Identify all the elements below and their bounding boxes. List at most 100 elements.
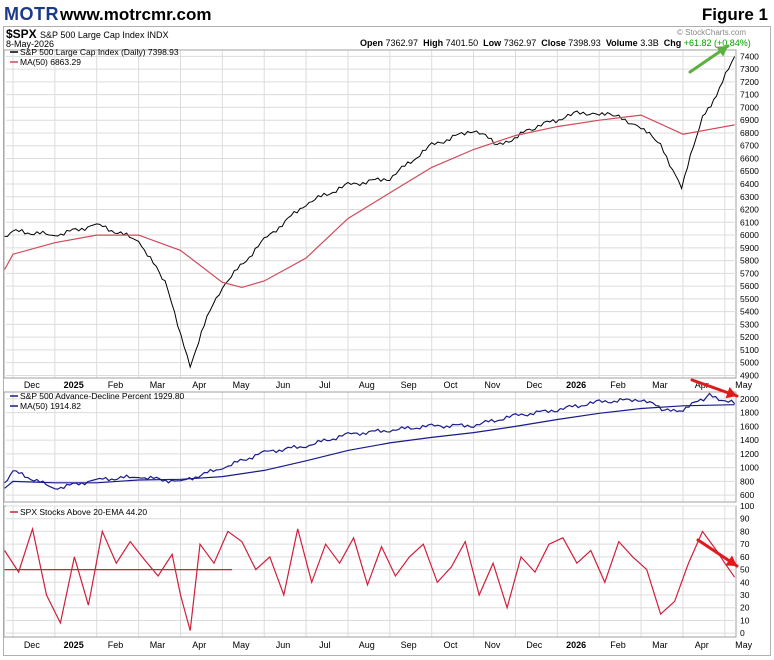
high-value: 7401.50 (445, 38, 479, 48)
red-down-arrow-ad-head (725, 386, 737, 399)
ad-ma-legend: MA(50) 1914.82 (20, 401, 81, 411)
x-tick-label: Feb (108, 380, 124, 390)
x-tick-label: Apr (695, 640, 709, 650)
y-tick-label: 6200 (740, 205, 759, 215)
symbol-name: S&P 500 Large Cap Index INDX (40, 30, 169, 40)
panel-border (3, 49, 737, 379)
y-tick-label: 1800 (740, 408, 759, 418)
y-tick-label: 90 (740, 514, 750, 524)
series-line (4, 114, 735, 289)
y-tick-label: 6300 (740, 192, 759, 202)
red-down-arrow-ema-head (725, 555, 737, 566)
x-tick-label: Apr (192, 380, 206, 390)
price-legend: S&P 500 Large Cap Index (Daily) 7398.93 (20, 47, 179, 57)
y-tick-label: 800 (740, 476, 754, 486)
x-tick-label: May (233, 380, 251, 390)
y-tick-label: 5500 (740, 294, 759, 304)
series-line (4, 392, 736, 490)
close-label: Close (541, 38, 566, 48)
y-tick-label: 1000 (740, 463, 759, 473)
x-tick-label: 2025 (64, 640, 84, 650)
y-tick-label: 5000 (740, 358, 759, 368)
low-label: Low (483, 38, 502, 48)
y-tick-label: 1400 (740, 435, 759, 445)
y-tick-label: 2000 (740, 394, 759, 404)
y-tick-label: 100 (740, 501, 754, 511)
x-tick-label: Feb (610, 640, 626, 650)
green-up-arrow-head (716, 46, 728, 57)
x-tick-label: Dec (24, 380, 41, 390)
x-tick-label: May (233, 640, 251, 650)
x-tick-label: Mar (652, 640, 668, 650)
stockcharts-watermark: © StockCharts.com (676, 28, 746, 37)
y-tick-label: 80 (740, 526, 750, 536)
x-tick-label: Nov (484, 380, 501, 390)
y-tick-label: 40 (740, 577, 750, 587)
x-tick-label: Aug (359, 640, 375, 650)
y-tick-label: 5100 (740, 345, 759, 355)
series-line (4, 404, 735, 489)
x-tick-label: May (735, 380, 753, 390)
close-value: 7398.93 (568, 38, 601, 48)
chart-date: 8-May-2026 (6, 39, 55, 49)
y-tick-label: 7300 (740, 64, 759, 74)
y-tick-label: 5400 (740, 307, 759, 317)
x-tick-label: Jun (276, 380, 291, 390)
ad-legend: S&P 500 Advance-Decline Percent 1929.80 (20, 391, 185, 401)
y-tick-label: 7000 (740, 102, 759, 112)
x-tick-label: 2025 (64, 380, 84, 390)
y-tick-label: 20 (740, 603, 750, 613)
y-tick-label: 5700 (740, 268, 759, 278)
y-tick-label: 6000 (740, 230, 759, 240)
x-tick-label: 2026 (566, 380, 586, 390)
chg-label: Chg (663, 38, 682, 48)
x-tick-label: Aug (359, 380, 375, 390)
x-tick-label: Nov (484, 640, 501, 650)
figure-label: Figure 1 (701, 5, 768, 24)
y-tick-label: 7100 (740, 90, 759, 100)
y-tick-label: 6100 (740, 217, 759, 227)
x-tick-label: 2026 (566, 640, 586, 650)
website-url[interactable]: www.motrcmr.com (60, 5, 212, 24)
y-tick-label: 10 (740, 615, 750, 625)
chg-value: +61.82 (+0.84%) (683, 38, 751, 48)
chart-frame (3, 26, 771, 656)
y-tick-label: 5800 (740, 256, 759, 266)
y-tick-label: 4900 (740, 370, 759, 380)
x-tick-label: Mar (652, 380, 668, 390)
y-tick-label: 70 (740, 539, 750, 549)
symbol-header: $SPX S&P 500 Large Cap Index INDX (6, 27, 168, 41)
panel-border (3, 505, 737, 638)
y-tick-label: 60 (740, 552, 750, 562)
y-tick-label: 600 (740, 490, 754, 500)
x-tick-label: Mar (150, 640, 166, 650)
logo-text: MOTR (4, 3, 59, 24)
motr-logo: MOTR (4, 4, 59, 24)
x-tick-label: Mar (150, 380, 166, 390)
high-label: High (423, 38, 444, 48)
y-tick-label: 5900 (740, 243, 759, 253)
x-tick-label: Feb (610, 380, 626, 390)
y-tick-label: 5600 (740, 281, 759, 291)
x-tick-label: May (735, 640, 753, 650)
low-value: 7362.97 (503, 38, 537, 48)
y-tick-label: 6900 (740, 115, 759, 125)
open-label: Open (360, 38, 384, 48)
open-value: 7362.97 (385, 38, 419, 48)
x-tick-label: Dec (526, 380, 543, 390)
x-tick-label: Sep (401, 640, 417, 650)
x-tick-label: Apr (192, 640, 206, 650)
x-tick-label: Jun (276, 640, 291, 650)
panel-border (3, 391, 737, 503)
y-tick-label: 1200 (740, 449, 759, 459)
y-tick-label: 6600 (740, 153, 759, 163)
price-ma-legend: MA(50) 6863.29 (20, 57, 81, 67)
y-tick-label: 30 (740, 590, 750, 600)
x-tick-label: Jul (319, 640, 331, 650)
volume-value: 3.3B (640, 38, 659, 48)
y-tick-label: 5200 (740, 332, 759, 342)
x-tick-label: Feb (108, 640, 124, 650)
x-tick-label: Jul (319, 380, 331, 390)
x-tick-label: Dec (526, 640, 543, 650)
